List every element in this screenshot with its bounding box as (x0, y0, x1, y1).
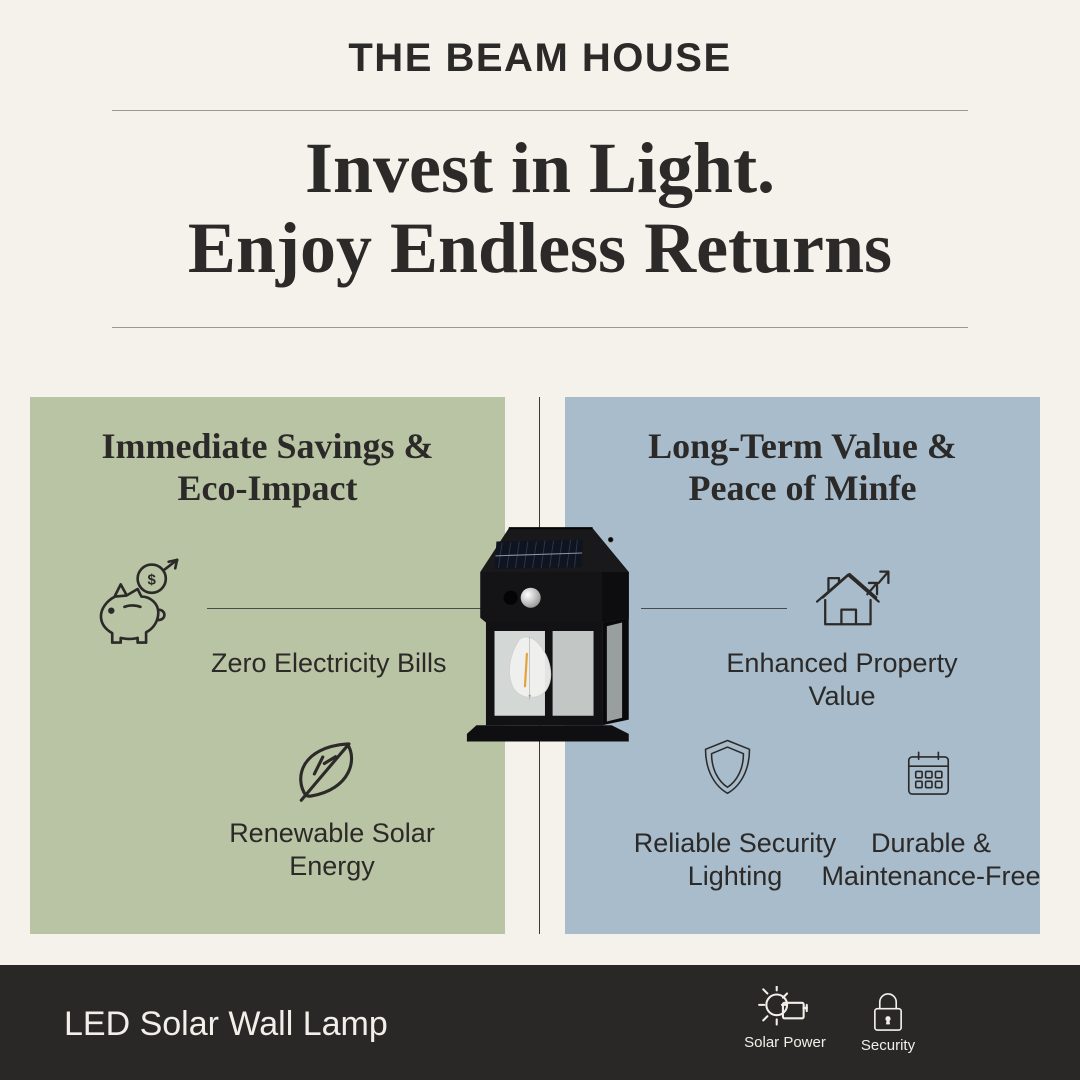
svg-text:$: $ (148, 571, 157, 588)
